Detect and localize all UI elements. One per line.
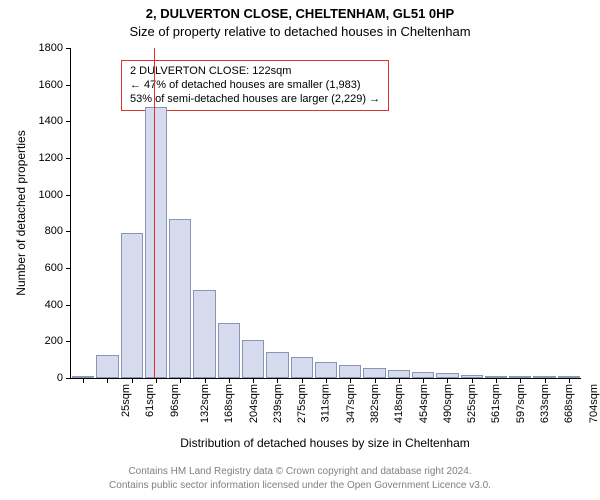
x-tick: [423, 378, 424, 383]
x-tick: [180, 378, 181, 383]
y-tick-label: 400: [45, 299, 63, 311]
histogram-bar: [461, 375, 483, 378]
y-tick: [66, 305, 71, 306]
y-tick: [66, 231, 71, 232]
legend-line: 2 DULVERTON CLOSE: 122sqm: [130, 65, 380, 79]
y-tick-label: 1200: [39, 152, 63, 164]
x-tick-label: 311sqm: [320, 384, 332, 422]
chart-container: 2, DULVERTON CLOSE, CHELTENHAM, GL51 0HP…: [0, 0, 600, 500]
y-tick: [66, 158, 71, 159]
x-tick: [520, 378, 521, 383]
histogram-bar: [266, 352, 288, 378]
histogram-bar: [193, 290, 215, 378]
x-tick-label: 597sqm: [515, 384, 527, 423]
x-tick-label: 239sqm: [272, 384, 284, 423]
x-tick: [253, 378, 254, 383]
plot-area: 2 DULVERTON CLOSE: 122sqm← 47% of detach…: [70, 48, 581, 379]
footer-line1: Contains HM Land Registry data © Crown c…: [0, 466, 600, 477]
x-tick: [83, 378, 84, 383]
x-tick: [107, 378, 108, 383]
histogram-bar: [169, 219, 191, 379]
x-tick: [350, 378, 351, 383]
histogram-bar: [218, 323, 240, 378]
histogram-bar: [339, 365, 361, 378]
x-tick-label: 454sqm: [418, 384, 430, 423]
histogram-bar: [315, 362, 337, 379]
histogram-bar: [485, 376, 507, 378]
x-tick: [569, 378, 570, 383]
histogram-bar: [533, 376, 555, 378]
y-tick-label: 1800: [39, 42, 63, 54]
x-tick-label: 668sqm: [563, 384, 575, 423]
x-tick-label: 704sqm: [588, 384, 600, 423]
x-tick: [302, 378, 303, 383]
x-tick-label: 561sqm: [491, 384, 503, 423]
x-tick: [205, 378, 206, 383]
x-tick: [156, 378, 157, 383]
chart-title-line1: 2, DULVERTON CLOSE, CHELTENHAM, GL51 0HP: [0, 6, 600, 21]
histogram-bar: [72, 376, 94, 378]
x-tick: [326, 378, 327, 383]
y-tick-label: 800: [45, 225, 63, 237]
x-tick-label: 168sqm: [223, 384, 235, 423]
y-tick: [66, 121, 71, 122]
x-tick-label: 525sqm: [466, 384, 478, 423]
x-tick: [472, 378, 473, 383]
chart-title-line2: Size of property relative to detached ho…: [0, 24, 600, 39]
histogram-bar: [509, 376, 531, 378]
x-tick: [229, 378, 230, 383]
x-tick-label: 61sqm: [144, 384, 156, 417]
x-tick: [277, 378, 278, 383]
x-tick-label: 96sqm: [169, 384, 181, 417]
histogram-bar: [388, 370, 410, 378]
y-tick-label: 1600: [39, 79, 63, 91]
legend-line: ← 47% of detached houses are smaller (1,…: [130, 79, 380, 93]
y-tick-label: 1000: [39, 189, 63, 201]
x-tick-label: 132sqm: [199, 384, 211, 423]
y-tick-label: 200: [45, 335, 63, 347]
x-tick-label: 204sqm: [248, 384, 260, 423]
y-tick: [66, 48, 71, 49]
x-tick-label: 490sqm: [442, 384, 454, 423]
histogram-bar: [121, 233, 143, 378]
y-tick: [66, 341, 71, 342]
x-tick-label: 633sqm: [539, 384, 551, 423]
legend-line: 53% of semi-detached houses are larger (…: [130, 93, 380, 107]
y-tick-label: 1400: [39, 115, 63, 127]
histogram-bar: [145, 107, 167, 378]
x-tick-label: 418sqm: [393, 384, 405, 423]
histogram-bar: [412, 372, 434, 378]
histogram-bar: [291, 357, 313, 378]
histogram-bar: [96, 355, 118, 378]
x-tick-label: 347sqm: [345, 384, 357, 423]
y-tick: [66, 195, 71, 196]
x-tick-label: 275sqm: [296, 384, 308, 423]
y-tick: [66, 268, 71, 269]
x-tick: [375, 378, 376, 383]
y-tick-label: 0: [57, 372, 63, 384]
x-tick-label: 25sqm: [120, 384, 132, 417]
x-axis-label: Distribution of detached houses by size …: [70, 436, 580, 450]
x-tick: [447, 378, 448, 383]
y-tick: [66, 85, 71, 86]
x-tick: [545, 378, 546, 383]
y-axis-label: Number of detached properties: [14, 48, 28, 378]
y-tick: [66, 378, 71, 379]
histogram-bar: [436, 373, 458, 378]
x-tick: [496, 378, 497, 383]
histogram-bar: [558, 376, 580, 378]
legend-box: 2 DULVERTON CLOSE: 122sqm← 47% of detach…: [121, 60, 389, 111]
histogram-bar: [242, 340, 264, 379]
histogram-bar: [363, 368, 385, 378]
footer-line2: Contains public sector information licen…: [0, 480, 600, 491]
x-tick: [132, 378, 133, 383]
y-tick-label: 600: [45, 262, 63, 274]
x-tick: [399, 378, 400, 383]
x-tick-label: 382sqm: [369, 384, 381, 423]
property-marker-line: [154, 48, 155, 378]
